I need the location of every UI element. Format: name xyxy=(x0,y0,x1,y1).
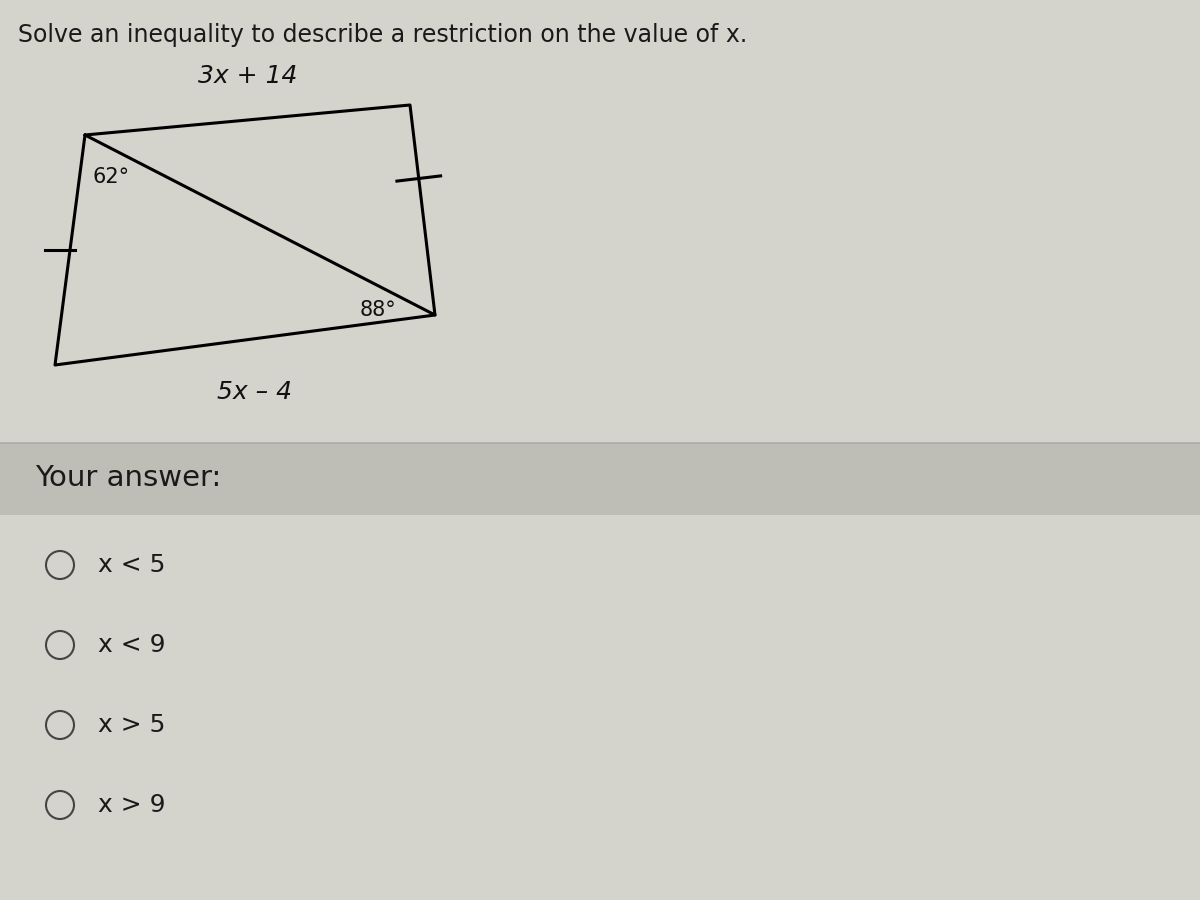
Text: x > 5: x > 5 xyxy=(98,713,166,737)
Text: 3x + 14: 3x + 14 xyxy=(198,64,298,88)
Text: x < 5: x < 5 xyxy=(98,553,166,577)
Text: x < 9: x < 9 xyxy=(98,633,166,657)
Text: 5x – 4: 5x – 4 xyxy=(217,380,293,404)
Text: x > 9: x > 9 xyxy=(98,793,166,817)
Text: Your answer:: Your answer: xyxy=(35,464,221,492)
FancyBboxPatch shape xyxy=(0,0,1200,520)
FancyBboxPatch shape xyxy=(0,515,1200,900)
FancyBboxPatch shape xyxy=(0,443,1200,515)
Text: 62°: 62° xyxy=(94,167,130,187)
Text: 88°: 88° xyxy=(360,300,397,320)
Text: Solve an inequality to describe a restriction on the value of x.: Solve an inequality to describe a restri… xyxy=(18,23,748,47)
